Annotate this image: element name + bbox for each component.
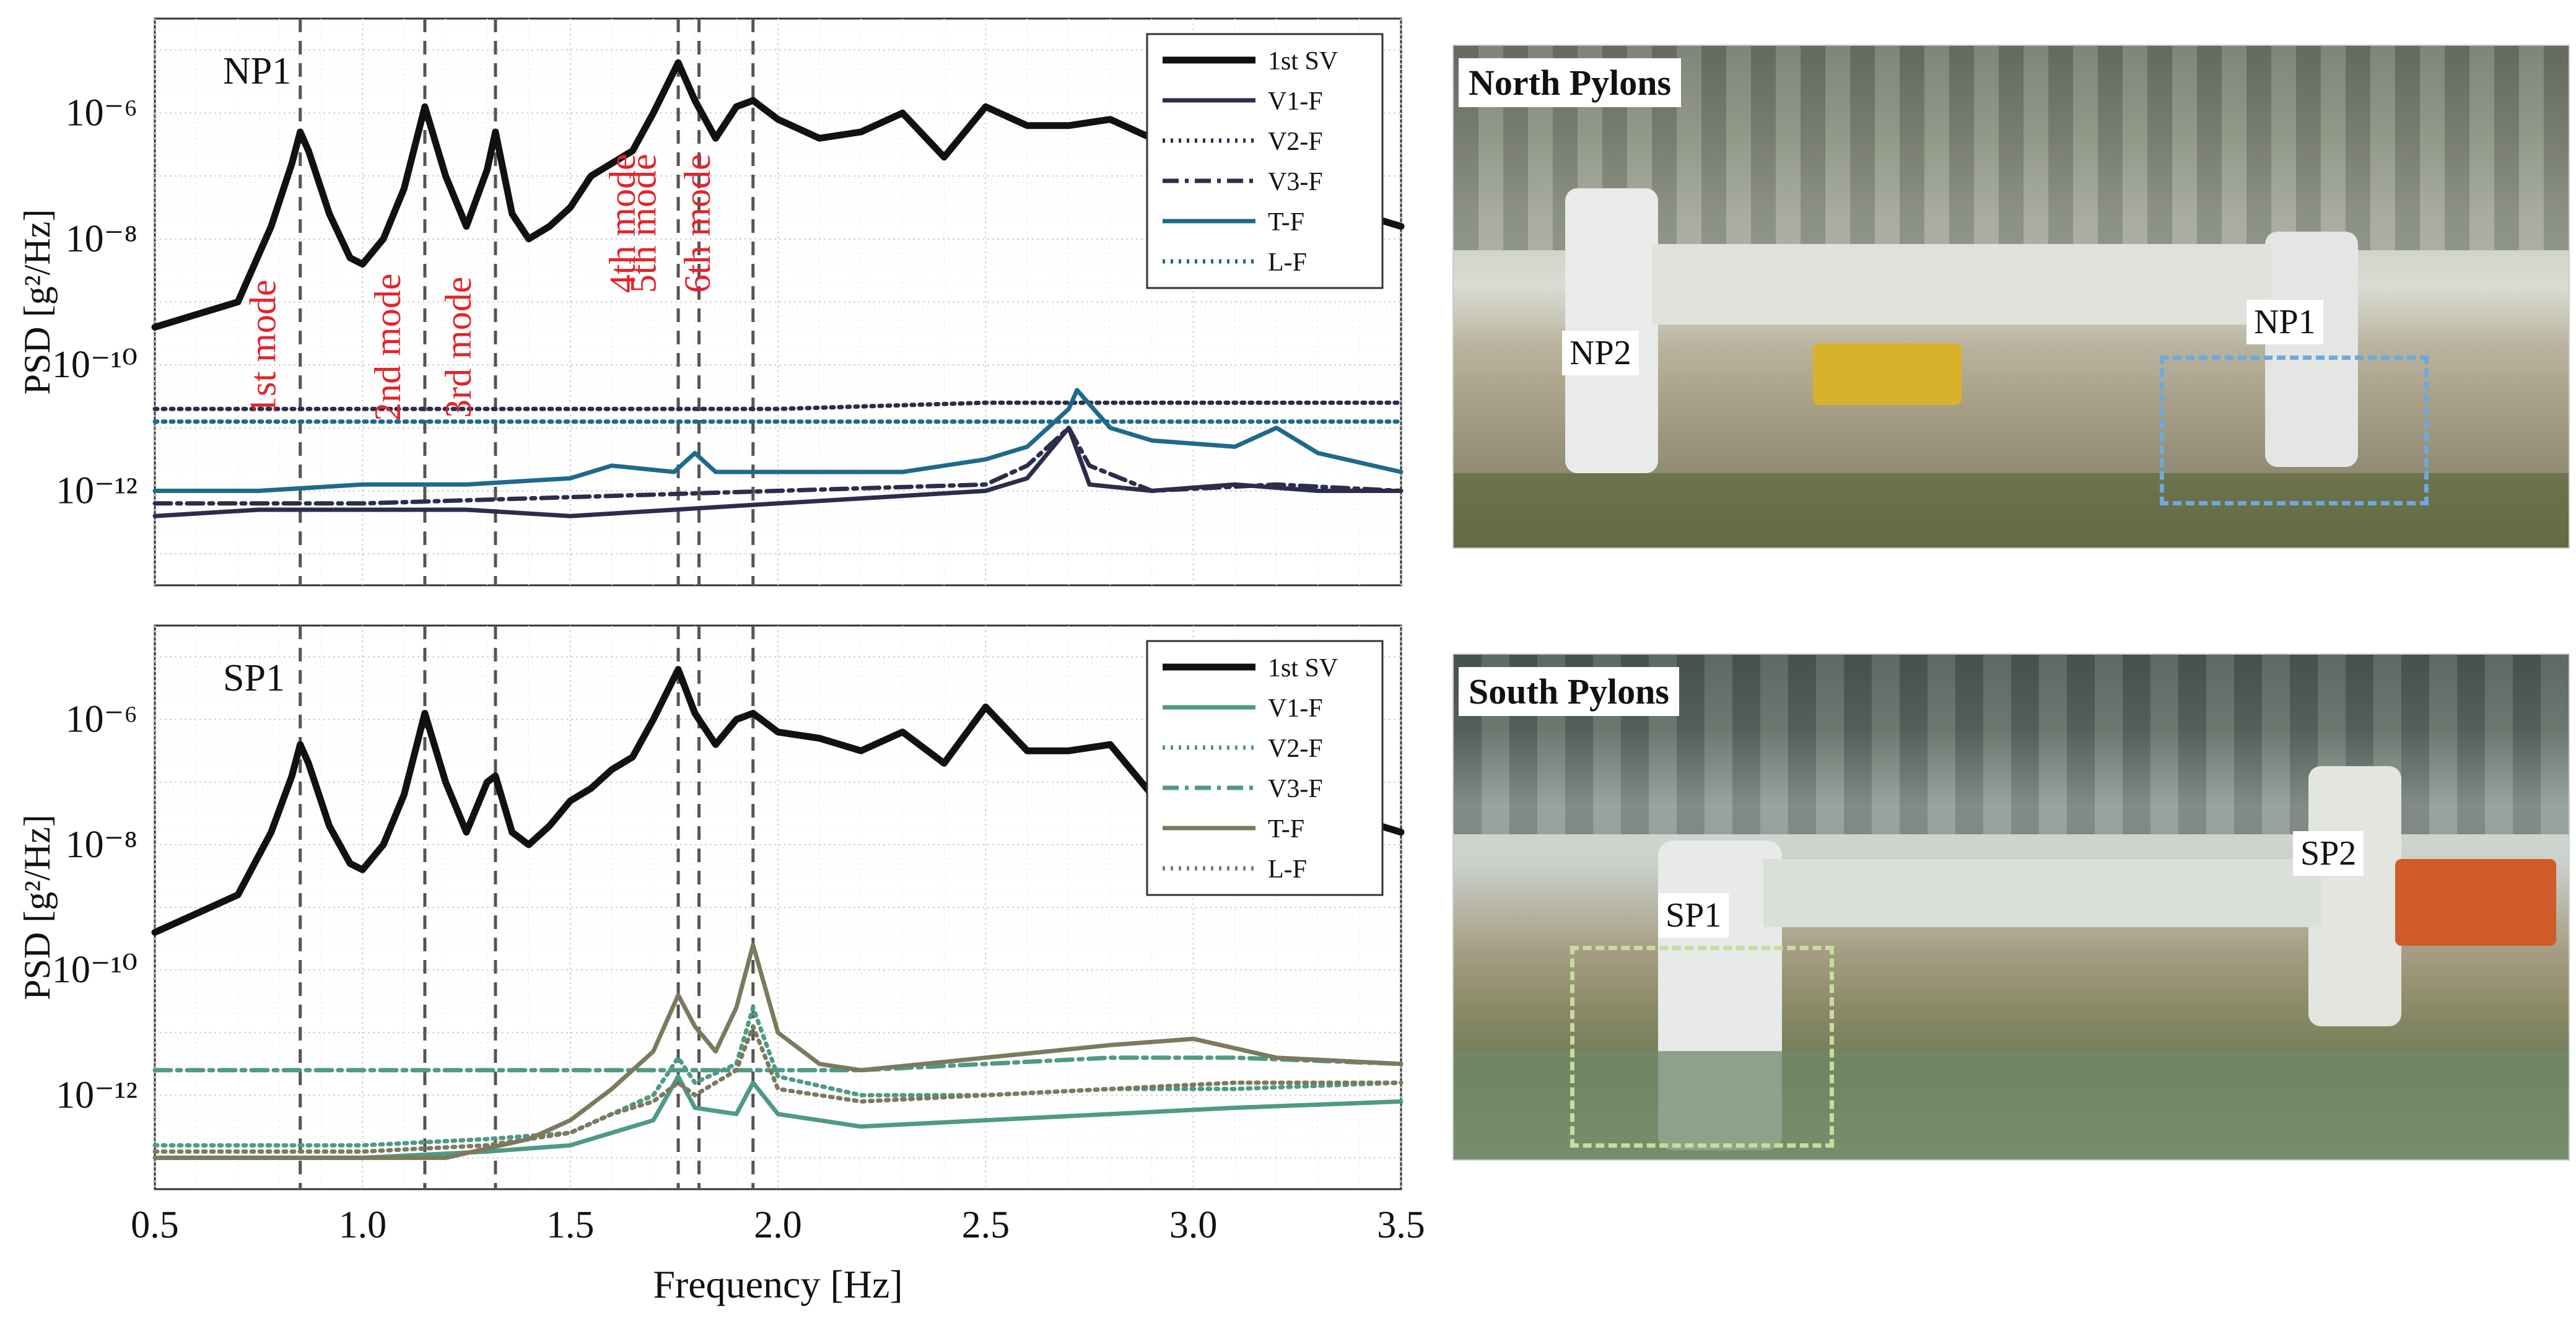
y-tick-label: 10⁻¹² <box>56 1074 138 1116</box>
crossbeam <box>1652 244 2271 325</box>
y-tick-label: 10⁻¹² <box>56 470 138 512</box>
legend: 1st SV V1-F V2-F V3-F T-F L-F <box>1146 33 1384 289</box>
series-line-t-f <box>152 388 1404 493</box>
series-line-v1-f <box>152 1074 1404 1160</box>
mode-label: 1st mode <box>243 280 284 415</box>
y-axis-label: PSD [g²/Hz] <box>17 209 58 395</box>
legend-label: T-F <box>1268 208 1304 237</box>
legend: 1st SV V1-F V2-F V3-F T-F L-F <box>1146 640 1384 896</box>
y-tick-label: 10⁻⁶ <box>66 92 138 134</box>
panel-label: NP1 <box>223 50 291 92</box>
orange-truck <box>2395 859 2556 946</box>
legend-label: V1-F <box>1268 87 1323 116</box>
north-pylons-title: North Pylons <box>1459 58 1682 107</box>
x-axis-label: Frequency [Hz] <box>653 1262 902 1306</box>
y-tick-label: 10⁻⁸ <box>66 824 138 866</box>
x-tick-label: 1.5 <box>546 1204 595 1246</box>
crossbeam <box>1763 859 2321 927</box>
mode-label: 4th mode <box>602 154 643 293</box>
legend-label: V2-F <box>1268 128 1323 156</box>
mode-label: 5th mode <box>623 154 664 293</box>
legend-label: T-F <box>1268 815 1304 844</box>
sp2-label: SP2 <box>2293 831 2364 876</box>
mode-label: 2nd mode <box>367 274 408 421</box>
legend-label: L-F <box>1268 855 1307 884</box>
x-tick-label: 0.5 <box>131 1204 179 1246</box>
x-tick-label: 1.0 <box>339 1204 387 1246</box>
series-line-1st-sv <box>151 666 1405 936</box>
x-tick-label: 2.0 <box>754 1204 802 1246</box>
pylon-np1 <box>2265 232 2358 467</box>
np1-highlight-box <box>2160 356 2429 505</box>
sp1-label: SP1 <box>1658 893 1729 938</box>
mode-label: 3rd mode <box>438 277 479 418</box>
y-tick-label: 10⁻¹⁰ <box>52 949 138 991</box>
series-line-v3-f <box>152 425 1404 506</box>
np1-label: NP1 <box>2246 300 2323 344</box>
south-pylons-title: South Pylons <box>1459 667 1679 716</box>
river <box>1454 1051 2569 1159</box>
legend-label: V1-F <box>1268 694 1323 723</box>
series-line-l-f <box>152 1024 1404 1154</box>
mode-label: 6th mode <box>677 154 718 293</box>
series-line-v2-f <box>152 400 1404 411</box>
sp1-highlight-box <box>1570 946 1834 1148</box>
psd-panel-np1: 10⁻⁶ 10⁻⁸ 10⁻¹⁰ 10⁻¹² PSD [g²/Hz] NP1 1st mode… <box>17 17 1405 587</box>
y-tick-label: 10⁻⁸ <box>66 218 138 260</box>
series-line-1st-sv <box>151 59 1405 331</box>
legend-label: 1st SV <box>1268 654 1338 683</box>
legend-label: L-F <box>1268 248 1307 277</box>
x-tick-label: 2.5 <box>962 1204 1010 1246</box>
legend-label: V2-F <box>1268 735 1323 763</box>
legend-box <box>1146 640 1384 896</box>
y-axis-label: PSD [g²/Hz] <box>17 814 58 1000</box>
south-pylons-photo: South Pylons SP1 SP2 <box>1452 653 2570 1161</box>
y-tick-label: 10⁻¹⁰ <box>52 344 138 386</box>
panel-label: SP1 <box>223 657 285 699</box>
legend-label: 1st SV <box>1268 47 1338 76</box>
x-tick-label: 3.5 <box>1377 1204 1425 1246</box>
pylon-sp2 <box>2308 766 2401 1026</box>
vegetation <box>1454 473 2569 548</box>
series-line-t-f <box>152 943 1404 1160</box>
legend-label: V3-F <box>1268 775 1323 803</box>
np2-label: NP2 <box>1562 331 1639 375</box>
north-pylons-photo: North Pylons NP2 NP1 <box>1452 45 2570 549</box>
yellow-van <box>1813 343 1962 405</box>
legend-box <box>1146 33 1384 289</box>
y-tick-label: 10⁻⁶ <box>66 699 138 741</box>
psd-panel-sp1: 10⁻⁶ 10⁻⁸ 10⁻¹⁰ 10⁻¹² PSD [g²/Hz] 0.5 1.0 1.5 2.… <box>17 624 1425 1306</box>
x-tick-label: 3.0 <box>1169 1204 1218 1246</box>
legend-label: V3-F <box>1268 168 1323 196</box>
